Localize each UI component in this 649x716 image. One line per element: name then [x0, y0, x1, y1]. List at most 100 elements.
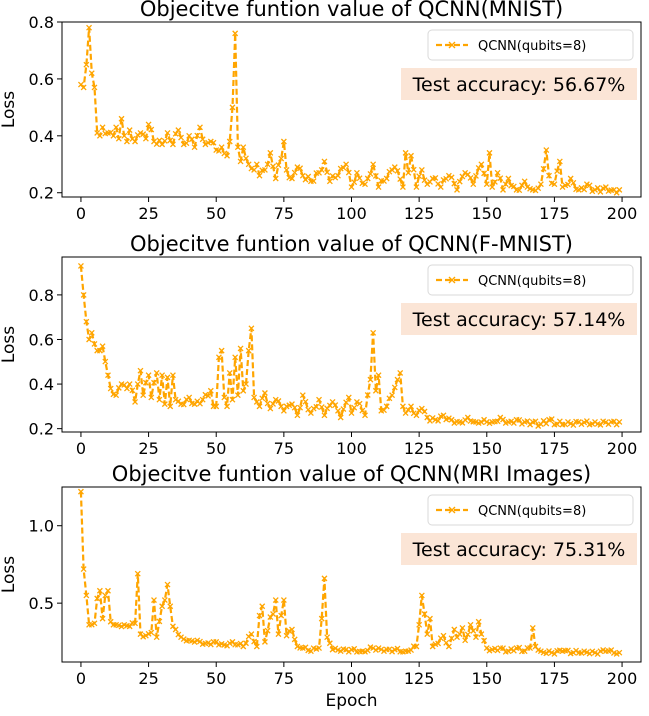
y-tick-label: 0.8: [29, 13, 54, 32]
data-point: [516, 417, 523, 423]
data-point: [394, 167, 401, 174]
data-point: [399, 403, 406, 410]
accuracy-annotation-bg: [401, 533, 637, 565]
data-point: [278, 403, 285, 410]
data-point: [459, 173, 466, 180]
data-point: [291, 169, 298, 176]
data-point: [351, 404, 358, 411]
data-point: [616, 419, 623, 425]
data-point: [253, 398, 260, 405]
data-point: [383, 175, 390, 182]
data-point: [500, 186, 506, 193]
data-point: [132, 138, 139, 145]
data-point: [494, 418, 501, 425]
x-tick-label: 75: [274, 439, 294, 458]
data-point: [169, 141, 176, 148]
data-point: [224, 403, 231, 410]
data-point: [337, 414, 344, 421]
data-point: [245, 161, 252, 168]
data-point: [289, 626, 295, 633]
data-point: [462, 637, 469, 644]
data-point: [197, 400, 203, 407]
data-point: [159, 603, 166, 610]
data-point: [472, 172, 479, 179]
data-point: [556, 158, 563, 165]
y-tick-label: 0.2: [29, 420, 54, 439]
data-point: [253, 161, 260, 168]
data-point: [546, 172, 552, 179]
data-point: [321, 412, 328, 419]
data-point: [243, 381, 249, 388]
x-tick-label: 0: [76, 204, 86, 223]
data-point: [161, 137, 168, 144]
data-point: [348, 184, 355, 191]
data-point: [435, 417, 442, 424]
y-tick-label: 0.8: [29, 286, 54, 305]
data-point: [156, 396, 163, 403]
data-point: [132, 398, 139, 405]
data-point: [161, 597, 168, 604]
data-point: [416, 173, 423, 180]
data-point: [489, 184, 496, 191]
y-tick-label: 1.0: [29, 517, 54, 536]
data-point: [142, 379, 149, 386]
data-point: [554, 168, 561, 175]
data-point: [516, 644, 523, 651]
data-point: [123, 385, 130, 392]
data-point: [172, 626, 179, 633]
data-point: [102, 592, 109, 599]
x-tick-label: 125: [404, 439, 435, 458]
data-point: [91, 84, 98, 91]
data-point: [115, 384, 122, 391]
x-tick-label: 0: [76, 439, 86, 458]
data-point: [508, 418, 515, 425]
data-point: [313, 403, 320, 410]
data-point: [118, 115, 125, 122]
data-point: [159, 372, 166, 379]
data-point: [451, 626, 458, 633]
y-tick-label: 0.6: [29, 70, 54, 89]
data-point: [218, 144, 225, 151]
data-point: [86, 24, 93, 31]
data-point: [318, 404, 325, 410]
data-point: [421, 408, 428, 415]
data-point: [83, 61, 90, 68]
data-point: [367, 170, 374, 177]
data-point: [321, 575, 328, 582]
legend-marker: [448, 506, 456, 514]
data-point: [234, 144, 241, 151]
accuracy-annotation: Test accuracy: 75.31%: [401, 533, 637, 565]
y-axis-label: Loss: [0, 556, 19, 593]
y-tick-label: 0.6: [29, 330, 54, 349]
data-point: [251, 394, 258, 401]
data-point: [316, 645, 322, 652]
data-point: [275, 398, 282, 404]
data-point: [264, 627, 271, 634]
data-point: [343, 161, 350, 168]
data-point: [267, 149, 274, 156]
data-point: [408, 403, 414, 410]
data-point: [226, 138, 233, 145]
data-point: [305, 173, 312, 180]
data-point: [229, 396, 236, 403]
data-point: [497, 175, 504, 182]
data-point: [418, 167, 425, 173]
chart-panel-2: Objecitve funtion value of QCNN(F-MNIST)…: [0, 232, 642, 458]
x-tick-label: 200: [607, 669, 638, 688]
data-point: [232, 354, 239, 361]
data-point: [102, 358, 109, 365]
data-point: [324, 169, 331, 176]
data-point: [421, 611, 428, 617]
data-point: [348, 410, 355, 417]
data-point: [156, 618, 163, 625]
data-point: [132, 620, 139, 627]
data-point: [183, 140, 190, 147]
data-point: [232, 30, 239, 37]
data-point: [118, 623, 125, 630]
data-point: [597, 188, 604, 195]
data-point: [567, 420, 574, 427]
data-point: [248, 325, 255, 332]
data-point: [210, 139, 217, 146]
data-point: [464, 631, 471, 638]
